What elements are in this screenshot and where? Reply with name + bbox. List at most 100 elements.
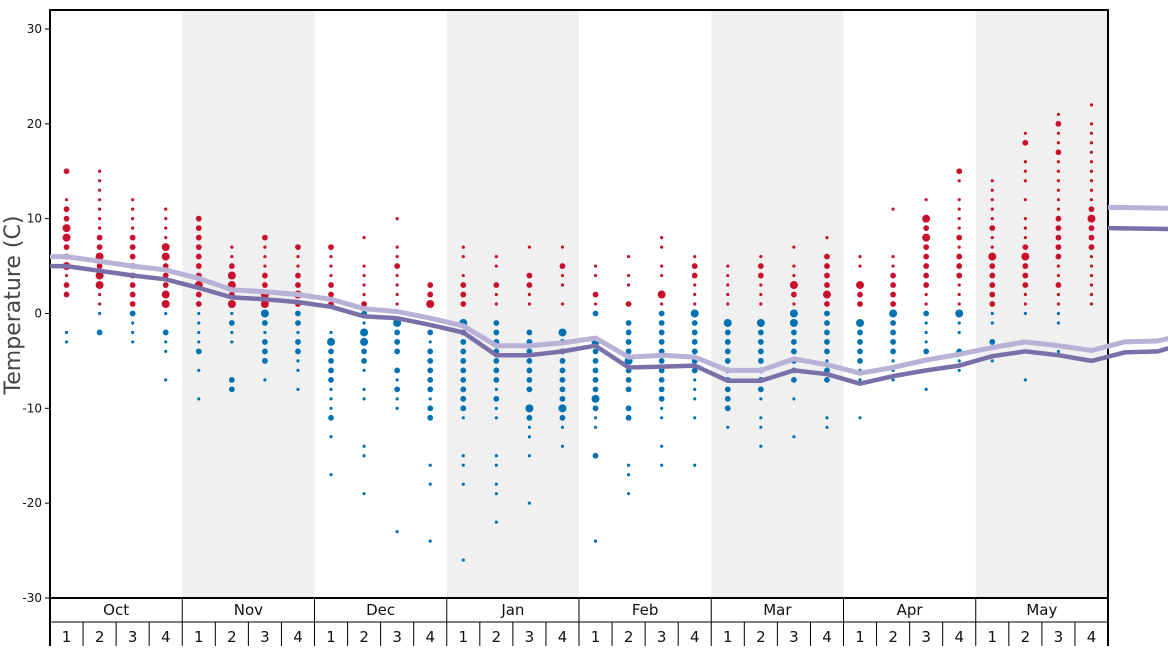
warm-point — [1055, 225, 1062, 232]
cold-point — [460, 348, 467, 355]
cold-point — [757, 339, 764, 345]
warm-point — [923, 282, 930, 288]
month-band — [975, 10, 1108, 598]
cold-point — [526, 329, 533, 336]
warm-point — [956, 234, 963, 241]
cold-point — [263, 330, 267, 335]
warm-point — [1056, 198, 1061, 202]
warm-point — [162, 282, 169, 288]
cold-point — [890, 348, 896, 355]
warm-point — [891, 207, 895, 211]
warm-point — [957, 292, 961, 297]
warm-point — [262, 234, 268, 241]
cold-point — [693, 397, 697, 401]
cold-point — [197, 368, 201, 372]
cold-point — [857, 358, 863, 364]
cold-point — [559, 386, 566, 393]
cold-point — [759, 444, 763, 448]
warm-point — [1023, 236, 1027, 240]
warm-point — [1055, 234, 1062, 241]
warm-point — [1056, 188, 1061, 192]
trend-line-dark — [50, 225, 1168, 386]
week-label: 4 — [558, 628, 568, 646]
warm-point — [924, 292, 928, 297]
warm-point — [593, 264, 598, 268]
warm-point — [527, 245, 532, 249]
warm-point — [230, 254, 234, 259]
warm-point — [792, 264, 796, 268]
cold-point — [660, 463, 664, 467]
warm-point — [957, 226, 961, 230]
warm-point — [890, 282, 896, 288]
cold-point — [593, 425, 598, 429]
axis-labels: 30 20 10 0 -10 -20 -30 Oct 1 2 3 4 Nov 1 2 3 4 Dec 1 2 3 4 Jan… — [22, 22, 1096, 646]
week-label: 1 — [855, 628, 865, 646]
warm-point — [990, 217, 994, 221]
warm-point — [824, 272, 830, 279]
warm-point — [759, 254, 763, 259]
cold-point — [592, 376, 599, 383]
cold-point — [693, 387, 697, 391]
cold-point — [295, 339, 301, 345]
warm-point — [1088, 234, 1095, 241]
month-label: May — [1026, 601, 1057, 619]
warm-point — [923, 244, 930, 250]
warm-point — [1088, 244, 1095, 250]
warm-point — [1056, 207, 1061, 211]
warm-point — [362, 292, 366, 297]
warm-point — [460, 291, 467, 298]
warm-point — [527, 302, 532, 306]
warm-point — [262, 282, 268, 288]
warm-point — [395, 302, 399, 306]
month-band — [182, 10, 315, 598]
warm-point — [131, 226, 135, 230]
warm-point — [228, 263, 235, 269]
cold-point — [197, 321, 201, 325]
month-label: Nov — [234, 601, 263, 619]
warm-point — [195, 234, 202, 241]
month-label: Apr — [897, 601, 924, 619]
cold-point — [625, 348, 632, 355]
cold-point — [263, 378, 267, 382]
trend-line-light — [50, 204, 1168, 376]
cold-point — [560, 425, 565, 429]
warm-point — [328, 244, 334, 250]
warm-point — [989, 272, 996, 279]
warm-point — [362, 264, 366, 268]
warm-point — [858, 254, 862, 259]
warm-point — [96, 263, 103, 269]
warm-point — [757, 272, 764, 279]
cold-point — [494, 406, 498, 410]
cold-point — [428, 397, 432, 401]
warm-point — [660, 302, 664, 306]
cold-point — [493, 320, 500, 326]
warm-point — [395, 245, 399, 249]
warm-point — [1055, 120, 1062, 127]
cold-point — [658, 329, 665, 336]
temperature-points — [62, 103, 1096, 562]
cold-point — [592, 386, 599, 393]
cold-point — [328, 348, 334, 355]
week-label: 3 — [525, 628, 535, 646]
week-label: 4 — [1087, 628, 1097, 646]
warm-point — [990, 245, 994, 249]
cold-point — [759, 397, 763, 401]
warm-point — [1089, 302, 1094, 306]
cold-point — [890, 320, 896, 326]
warm-point — [494, 254, 498, 259]
y-tick-label: -30 — [22, 591, 42, 605]
warm-point — [1022, 282, 1029, 288]
month-bands — [182, 10, 1108, 598]
cold-point — [726, 425, 730, 429]
warm-point — [129, 244, 136, 250]
warm-point — [62, 224, 71, 233]
cold-point — [394, 329, 401, 336]
warm-point — [62, 233, 71, 242]
warm-point — [1022, 244, 1029, 250]
warm-point — [195, 301, 202, 307]
warm-point — [792, 273, 796, 278]
cold-point — [691, 339, 698, 345]
warm-point — [759, 292, 763, 297]
warm-point — [924, 198, 928, 202]
cold-point — [757, 329, 764, 336]
